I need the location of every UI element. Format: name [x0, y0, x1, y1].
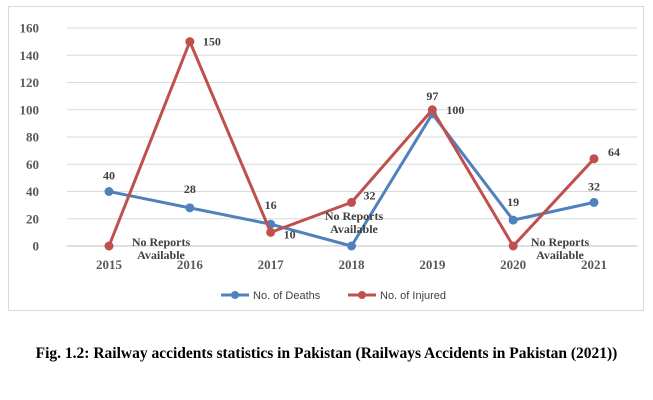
legend-marker: [231, 291, 239, 299]
annotation-label: No Reports: [132, 235, 191, 249]
y-tick-label: 20: [26, 211, 39, 226]
legend-label: No. of Injured: [380, 290, 446, 302]
y-tick-label: 120: [20, 75, 40, 90]
data-point-deaths: [347, 241, 356, 251]
data-point-injured: [347, 197, 356, 207]
chart-area: 0 20 40 60 80 100 120 140 160 2015 2016 2017 2018 20…: [8, 6, 644, 311]
data-point-deaths: [185, 203, 195, 213]
data-point-injured: [508, 241, 518, 251]
data-point-injured: [266, 227, 276, 237]
data-label: 16: [265, 198, 277, 212]
annotation-label: Available: [330, 222, 378, 236]
annotation-label: Available: [137, 248, 185, 262]
data-label: 150: [203, 35, 221, 49]
legend-label: No. of Deaths: [253, 290, 321, 302]
data-label: 100: [446, 103, 464, 117]
y-tick-label: 100: [20, 102, 40, 117]
x-tick-label: 2017: [258, 257, 285, 272]
y-tick-label: 80: [26, 130, 39, 145]
x-tick-label: 2019: [419, 257, 446, 272]
data-label: 28: [184, 182, 196, 196]
data-label: 32: [364, 188, 376, 202]
y-tick-label: 60: [26, 157, 39, 172]
data-point-injured: [427, 105, 437, 115]
annotation-label: Available: [536, 248, 584, 262]
x-tick-label: 2018: [339, 257, 366, 272]
data-label: 64: [608, 145, 620, 159]
annotation-label: No Reports: [531, 235, 590, 249]
series: [104, 37, 599, 251]
data-label: 10: [284, 227, 296, 241]
y-tick-label: 0: [33, 239, 40, 254]
x-tick-label: 2015: [96, 257, 123, 272]
data-point-injured: [104, 241, 114, 251]
data-label: 19: [507, 195, 519, 209]
data-label: 97: [426, 89, 438, 103]
x-tick-label: 2020: [500, 257, 526, 272]
data-point-deaths: [104, 187, 114, 196]
data-point-deaths: [589, 197, 599, 207]
x-axis-ticks: 2015 2016 2017 2018 2019 2020 2021: [96, 257, 607, 272]
data-labels: 40 28 16 97 19 32 150 10 32 100 64: [103, 35, 620, 242]
x-tick-label: 2016: [177, 257, 204, 272]
legend-marker: [358, 291, 366, 299]
data-point-injured: [589, 154, 599, 164]
y-axis-ticks: 0 20 40 60 80 100 120 140 160: [20, 21, 40, 254]
data-label: 40: [103, 169, 115, 183]
y-tick-label: 140: [20, 48, 40, 63]
y-tick-label: 40: [26, 184, 39, 199]
annotation-label: No Reports: [325, 209, 384, 223]
data-point-injured: [185, 37, 195, 47]
figure-caption: Fig. 1.2: Railway accidents statistics i…: [35, 345, 618, 362]
x-tick-label: 2021: [581, 257, 607, 272]
y-tick-label: 160: [20, 21, 40, 36]
legend: No. of Deaths No. of Injured: [221, 290, 446, 302]
data-point-deaths: [508, 215, 518, 225]
data-label: 32: [588, 179, 600, 193]
